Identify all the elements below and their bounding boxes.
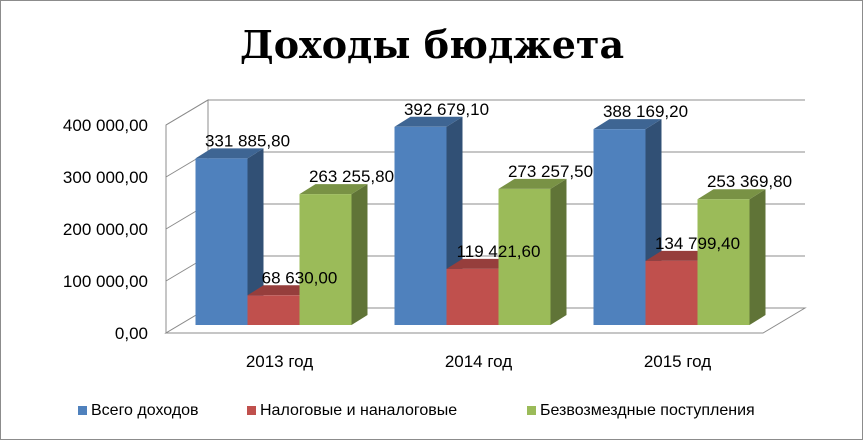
bar-top	[394, 116, 463, 127]
data-label: 253 369,80	[707, 172, 792, 191]
bar-top	[446, 258, 515, 269]
chart-title: Доходы бюджета	[240, 22, 624, 67]
bar-top	[299, 184, 368, 195]
bar-top	[247, 285, 316, 296]
legend-item: Налоговые и наналоговые	[247, 402, 457, 419]
bar-side	[550, 178, 567, 325]
bar-front	[247, 295, 300, 325]
bars	[195, 116, 766, 326]
data-label: 134 799,40	[655, 234, 740, 253]
y-tick-label: 300 000,00	[63, 168, 148, 187]
y-tick-label: 100 000,00	[63, 272, 148, 291]
bar-top	[697, 189, 766, 200]
x-tick-label: 2015 год	[644, 352, 711, 371]
legend: Всего доходов Налоговые и наналоговые Безв…	[78, 402, 755, 419]
data-label: 68 630,00	[262, 268, 338, 287]
legend-item: Всего доходов	[78, 402, 199, 419]
bar-front	[195, 158, 248, 325]
data-label: 273 257,50	[508, 162, 593, 181]
data-label: 119 421,60	[457, 242, 541, 261]
legend-item: Безвозмездные поступления	[527, 402, 755, 419]
bar-front	[498, 188, 551, 325]
legend-label: Налоговые и наналоговые	[260, 402, 457, 419]
bar	[498, 178, 567, 325]
legend-label: Всего доходов	[91, 402, 199, 419]
bar-side	[351, 184, 368, 325]
bar	[299, 184, 368, 325]
data-label: 388 169,20	[603, 102, 688, 121]
bar-top	[195, 148, 264, 159]
x-tick-label: 2014 год	[445, 352, 512, 371]
legend-swatch	[78, 406, 87, 415]
bar-front	[446, 268, 499, 325]
bar-front	[593, 129, 646, 325]
legend-swatch	[527, 406, 536, 415]
y-tick-label: 400 000,00	[63, 116, 148, 135]
bar-side	[247, 148, 264, 325]
bar-side	[749, 189, 766, 325]
bar	[697, 189, 766, 325]
bar-top	[498, 178, 567, 189]
x-tick-label: 2013 год	[246, 352, 313, 371]
data-label: 263 255,80	[309, 167, 394, 186]
y-tick-label: 0,00	[115, 324, 148, 343]
bar-top	[645, 250, 714, 261]
data-labels: 331 885,80 68 630,00 263 255,80 392 679,10 1…	[205, 100, 792, 288]
bar-front	[299, 194, 352, 325]
bar-front	[645, 260, 698, 325]
bar-front	[697, 199, 750, 325]
data-label: 331 885,80	[205, 131, 290, 150]
bar	[394, 116, 463, 325]
data-label: 392 679,10	[404, 100, 489, 119]
legend-label: Безвозмездные поступления	[540, 402, 755, 419]
bar-top	[593, 119, 662, 130]
y-tick-label: 200 000,00	[63, 220, 148, 239]
gridline	[165, 99, 805, 126]
bar-front	[394, 126, 447, 325]
legend-swatch	[247, 406, 256, 415]
bar	[195, 148, 264, 325]
axes: 0,00 100 000,00 200 000,00 300 000,00 400 00…	[63, 116, 711, 371]
